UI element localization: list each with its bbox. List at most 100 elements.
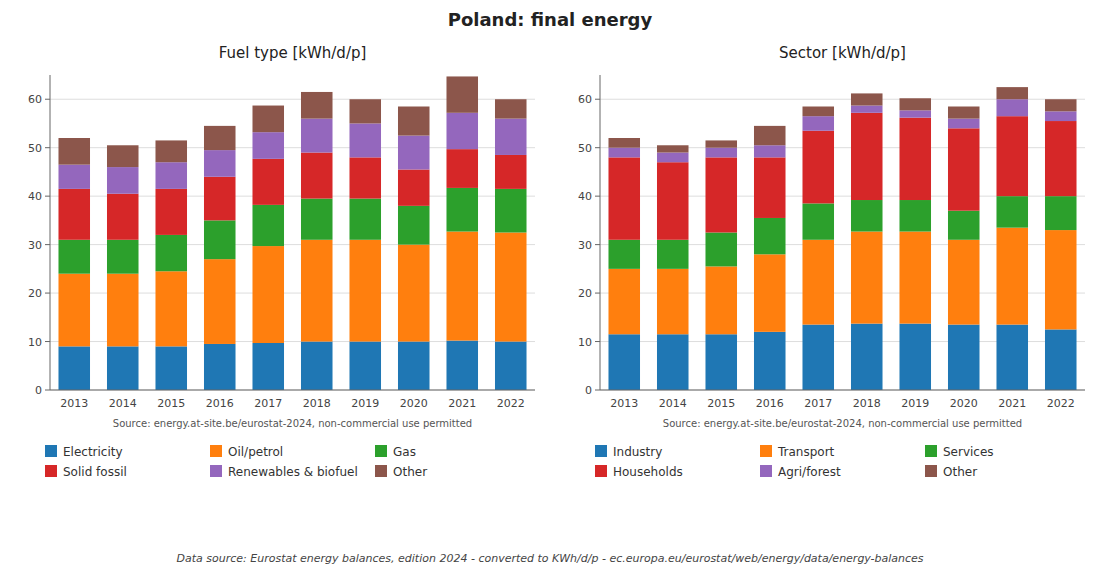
legend-swatch (925, 445, 937, 457)
bar-segment (349, 157, 381, 198)
x-tick-label: 2013 (60, 397, 88, 410)
bar-segment (705, 157, 737, 232)
y-tick-label: 60 (578, 93, 592, 106)
bar-segment (851, 93, 883, 105)
x-tick-label: 2015 (707, 397, 735, 410)
source-note: Source: energy.at-site.be/eurostat-2024,… (663, 418, 1022, 429)
bar-segment (899, 98, 931, 110)
bar-segment (446, 149, 478, 188)
legend-swatch (210, 465, 222, 477)
bar-segment (398, 206, 430, 245)
bar-segment (252, 132, 284, 159)
bar-segment (398, 170, 430, 206)
bar-segment (705, 148, 737, 158)
bar-segment (705, 334, 737, 390)
y-tick (45, 293, 50, 294)
bar-segment (608, 138, 640, 148)
bar-segment (58, 274, 90, 347)
legend-label: Electricity (63, 445, 123, 459)
x-tick-label: 2022 (1047, 397, 1075, 410)
bar-segment (899, 232, 931, 324)
x-tick-label: 2020 (400, 397, 428, 410)
bar-segment (608, 334, 640, 390)
bar-segment (301, 342, 333, 390)
y-tick (595, 196, 600, 197)
bar-segment (657, 240, 689, 269)
bar-segment (608, 269, 640, 334)
bar-segment (204, 150, 236, 177)
bar-segment (107, 145, 139, 167)
bar-segment (398, 342, 430, 390)
bar-segment (301, 240, 333, 342)
legend-label: Transport (777, 445, 835, 459)
x-tick-label: 2016 (206, 397, 234, 410)
bar-segment (58, 189, 90, 240)
legend: ElectricityOil/petrolGasSolid fossilRene… (45, 445, 427, 479)
bar-segment (301, 92, 333, 119)
bar-segment (851, 106, 883, 113)
bar-segment (802, 240, 834, 325)
bar-segment (495, 119, 527, 155)
bar-segment (851, 113, 883, 200)
bar-segment (996, 228, 1028, 325)
bar-segment (398, 245, 430, 342)
x-tick-label: 2014 (659, 397, 687, 410)
bar-segment (1045, 121, 1077, 196)
bar-segment (802, 116, 834, 131)
bar-segment (657, 334, 689, 390)
legend-label: Oil/petrol (228, 445, 283, 459)
bar-segment (204, 177, 236, 221)
bar-segment (705, 140, 737, 147)
bar-segment (446, 76, 478, 112)
y-tick (45, 196, 50, 197)
bar-segment (996, 87, 1028, 99)
bars (58, 76, 526, 390)
bar-segment (948, 119, 980, 129)
grid-line (50, 390, 535, 391)
bar-segment (1045, 111, 1077, 121)
y-tick (595, 341, 600, 342)
bar-segment (349, 240, 381, 342)
grid-line (600, 390, 1085, 391)
bar-segment (446, 113, 478, 149)
bar-segment (204, 220, 236, 259)
bar-segment (899, 200, 931, 232)
legend-swatch (760, 465, 772, 477)
y-axis-line (50, 75, 51, 390)
y-tick-label: 10 (28, 336, 42, 349)
bar-segment (58, 346, 90, 390)
bar-segment (58, 240, 90, 274)
bar-segment (252, 246, 284, 343)
y-tick-label: 0 (585, 384, 592, 397)
bar-segment (495, 189, 527, 233)
figure: Poland: final energyData source: Eurosta… (0, 0, 1100, 572)
bar-segment (705, 233, 737, 267)
x-tick-label: 2017 (254, 397, 282, 410)
bar-segment (301, 153, 333, 199)
bar-segment (754, 218, 786, 254)
x-tick-label: 2019 (351, 397, 379, 410)
bar-segment (657, 145, 689, 152)
legend-label: Solid fossil (63, 465, 127, 479)
bar-segment (252, 159, 284, 205)
y-tick (595, 293, 600, 294)
bar-segment (802, 107, 834, 117)
y-tick-label: 10 (578, 336, 592, 349)
legend-swatch (375, 445, 387, 457)
bar-segment (301, 199, 333, 240)
bar-segment (446, 341, 478, 390)
bar-segment (657, 162, 689, 240)
bar-segment (252, 343, 284, 390)
bar-segment (948, 211, 980, 240)
bar-segment (754, 145, 786, 157)
y-tick-label: 50 (578, 142, 592, 155)
legend-swatch (595, 465, 607, 477)
bar-segment (948, 107, 980, 119)
bar-segment (996, 325, 1028, 390)
bar-segment (608, 148, 640, 158)
x-tick-label: 2018 (853, 397, 881, 410)
y-tick (595, 147, 600, 148)
bar-segment (948, 325, 980, 390)
y-tick-label: 40 (578, 190, 592, 203)
bar-segment (349, 342, 381, 390)
